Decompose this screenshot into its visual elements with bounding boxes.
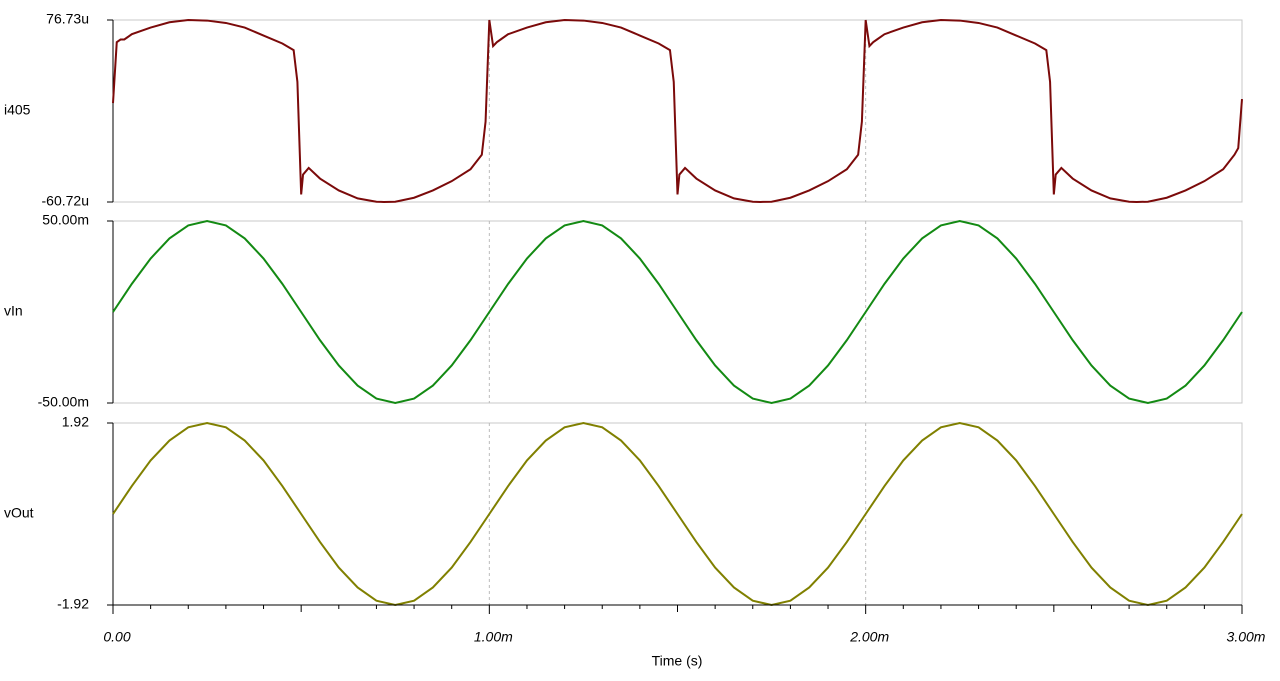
x-tick-label: 3.00m [1227, 629, 1266, 645]
y-tick-label: 1.92 [62, 414, 89, 430]
y-tick-label: -50.00m [38, 394, 89, 410]
y-tick-label: -1.92 [57, 596, 89, 612]
series-label: vIn [4, 303, 23, 319]
x-tick-label: 1.00m [474, 629, 513, 645]
y-tick-label: 50.00m [42, 212, 89, 228]
series-label: i405 [4, 102, 31, 118]
series-label: vOut [4, 505, 34, 521]
y-tick-label: -60.72u [42, 193, 89, 209]
x-tick-label: 0.00 [103, 629, 130, 645]
series-line [112, 219, 1243, 405]
series-line [112, 421, 1243, 607]
x-tick-label: 2.00m [849, 629, 889, 645]
x-axis-label: Time (s) [652, 653, 703, 669]
series-line [112, 19, 1243, 203]
y-tick-label: 76.73u [46, 11, 89, 27]
